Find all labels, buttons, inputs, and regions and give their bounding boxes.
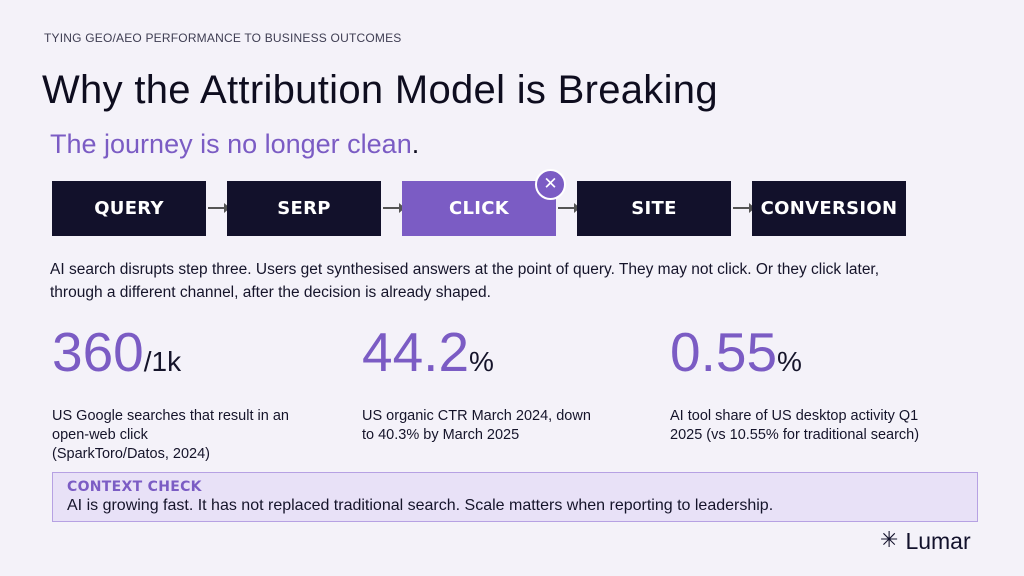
- stat-value: 360: [52, 321, 144, 383]
- flow-step-query: QUERY: [52, 181, 206, 236]
- arrow-icon: [558, 203, 580, 213]
- stat-caption-line: US Google searches that result in an: [52, 408, 289, 424]
- logo-text: Lumar: [905, 527, 971, 554]
- close-icon: ✕: [535, 169, 566, 200]
- stat-ctr: 44.2% US organic CTR March 2024, down to…: [362, 322, 591, 445]
- stat-value: 44.2: [362, 321, 470, 383]
- subtitle-dot: .: [411, 129, 420, 159]
- stat-caption-line: open-web click: [52, 427, 148, 443]
- context-body: AI is growing fast. It has not replaced …: [67, 497, 774, 514]
- flow-step-conversion: CONVERSION: [752, 181, 906, 236]
- stat-caption: US organic CTR March 2024, down to 40.3%…: [362, 407, 591, 445]
- stat-unit: %: [469, 346, 494, 377]
- stat-ai-share: 0.55% AI tool share of US desktop activi…: [670, 322, 919, 445]
- stat-searches: 360/1k US Google searches that result in…: [52, 322, 289, 464]
- subtitle: The journey is no longer clean.: [50, 129, 419, 160]
- stat-caption-line: 2025 (vs 10.55% for traditional search): [670, 427, 920, 443]
- stat-caption-line: to 40.3% by March 2025: [362, 427, 520, 443]
- page-title: Why the Attribution Model is Breaking: [42, 68, 718, 112]
- stat-unit: /1k: [143, 346, 182, 377]
- eyebrow-label: TYING GEO/AEO PERFORMANCE TO BUSINESS OU…: [44, 31, 402, 45]
- stat-caption-line: US organic CTR March 2024, down: [362, 408, 591, 424]
- flow-step-site: SITE: [577, 181, 731, 236]
- stat-caption-line: (SparkToro/Datos, 2024): [52, 446, 210, 462]
- lumar-logo: ✳ Lumar: [880, 528, 971, 554]
- arrow-icon: [733, 203, 755, 213]
- subtitle-text: The journey is no longer clean: [50, 129, 412, 159]
- description-text: AI search disrupts step three. Users get…: [50, 261, 880, 301]
- stat-unit: %: [777, 346, 802, 377]
- stat-value: 0.55: [670, 321, 778, 383]
- sparkle-icon: ✳: [880, 528, 899, 553]
- flow-step-serp: SERP: [227, 181, 381, 236]
- stat-caption: AI tool share of US desktop activity Q1 …: [670, 407, 919, 445]
- flow-step-click: CLICK: [402, 181, 556, 236]
- context-check-box: CONTEXT CHECK AI is growing fast. It has…: [52, 472, 978, 522]
- journey-flow: QUERY SERP CLICK SITE CONVERSION: [52, 181, 908, 236]
- arrow-icon: [383, 203, 405, 213]
- arrow-icon: [208, 203, 230, 213]
- context-heading: CONTEXT CHECK: [67, 479, 202, 495]
- stat-caption-line: AI tool share of US desktop activity Q1: [670, 408, 919, 424]
- stat-caption: US Google searches that result in an ope…: [52, 407, 289, 464]
